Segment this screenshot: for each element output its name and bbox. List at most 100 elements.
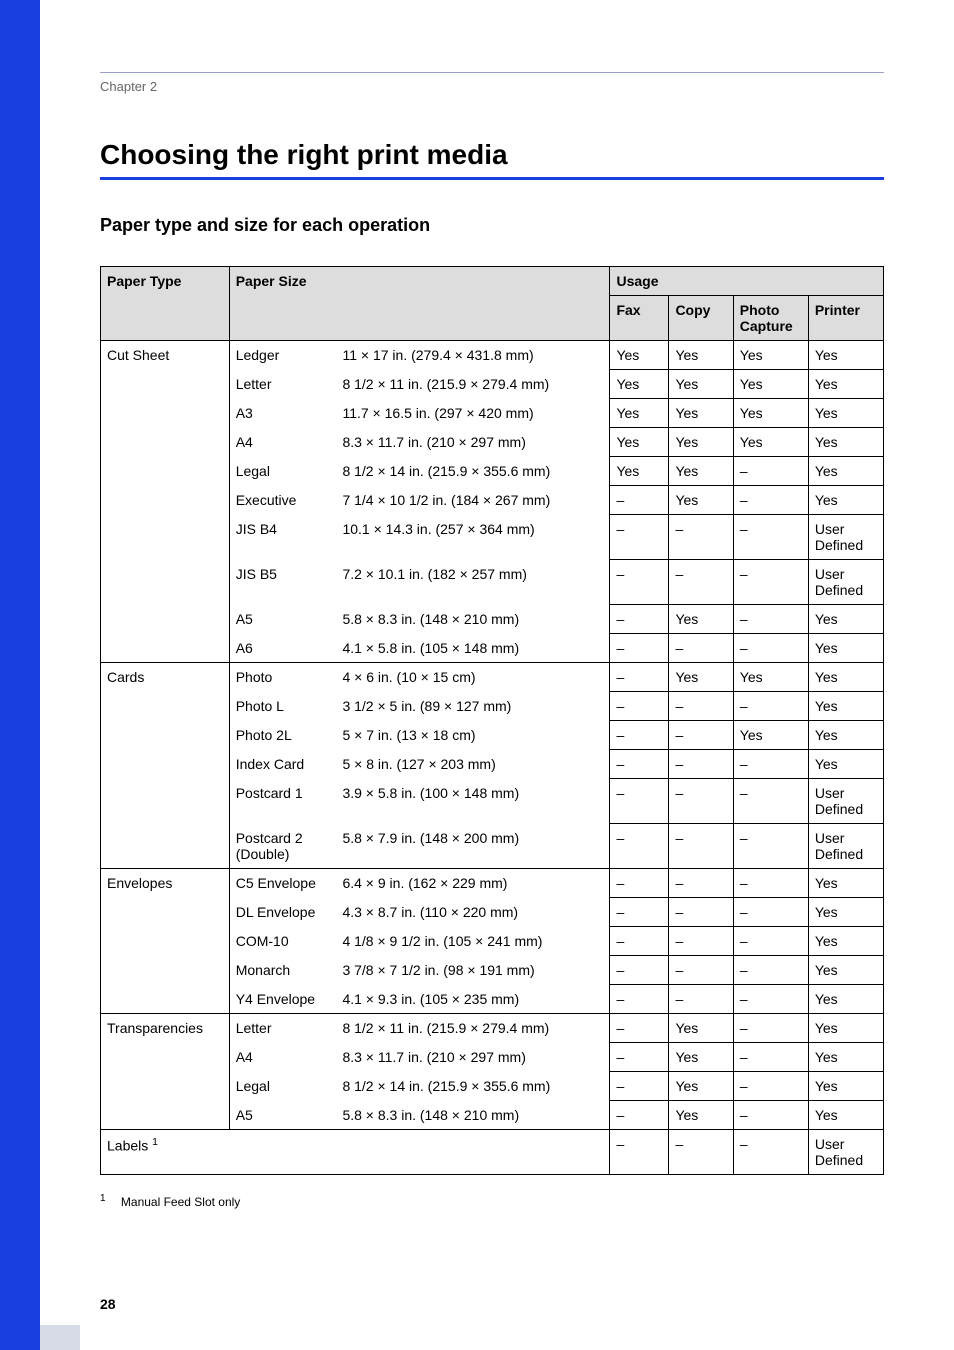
cell-photo: Yes <box>733 721 808 750</box>
cell-size-name: Monarch <box>229 956 336 985</box>
cell-fax: – <box>610 898 669 927</box>
cell-copy: – <box>669 824 733 869</box>
cell-fax: – <box>610 927 669 956</box>
cell-fax: – <box>610 1130 669 1175</box>
cell-photo: – <box>733 515 808 560</box>
cell-fax: – <box>610 1043 669 1072</box>
cell-copy: Yes <box>669 341 733 370</box>
cell-size-name: C5 Envelope <box>229 869 336 898</box>
cell-size-name: Legal <box>229 1072 336 1101</box>
cell-copy: – <box>669 779 733 824</box>
cell-photo: Yes <box>733 399 808 428</box>
cell-paper-type: Envelopes <box>101 869 230 1014</box>
th-fax: Fax <box>610 296 669 341</box>
cell-photo: – <box>733 1101 808 1130</box>
cell-fax: – <box>610 663 669 692</box>
cell-printer: Yes <box>808 927 883 956</box>
cell-photo: – <box>733 927 808 956</box>
cell-photo: – <box>733 869 808 898</box>
cell-copy: Yes <box>669 428 733 457</box>
cell-size-name: Legal <box>229 457 336 486</box>
cell-copy: Yes <box>669 486 733 515</box>
cell-copy: Yes <box>669 457 733 486</box>
cell-size-name: Postcard 1 <box>229 779 336 824</box>
cell-dimensions: 8 1/2 × 11 in. (215.9 × 279.4 mm) <box>336 370 610 399</box>
cell-dimensions: 4.1 × 9.3 in. (105 × 235 mm) <box>336 985 610 1014</box>
cell-dimensions: 5 × 7 in. (13 × 18 cm) <box>336 721 610 750</box>
cell-copy: Yes <box>669 1101 733 1130</box>
section-title: Paper type and size for each operation <box>100 215 884 236</box>
cell-photo: – <box>733 634 808 663</box>
cell-fax: – <box>610 605 669 634</box>
cell-printer: Yes <box>808 634 883 663</box>
media-table: Paper Type Paper Size Usage Fax Copy Pho… <box>100 266 884 1175</box>
cell-size-name: A5 <box>229 1101 336 1130</box>
cell-dimensions: 11 × 17 in. (279.4 × 431.8 mm) <box>336 341 610 370</box>
cell-photo: – <box>733 1130 808 1175</box>
th-printer: Printer <box>808 296 883 341</box>
cell-dimensions: 6.4 × 9 in. (162 × 229 mm) <box>336 869 610 898</box>
cell-printer: Yes <box>808 457 883 486</box>
cell-photo: – <box>733 486 808 515</box>
cell-copy: – <box>669 634 733 663</box>
table-row: Cut SheetLedger11 × 17 in. (279.4 × 431.… <box>101 341 884 370</box>
cell-copy: Yes <box>669 399 733 428</box>
cell-size-name: A5 <box>229 605 336 634</box>
table-head-row-1: Paper Type Paper Size Usage <box>101 267 884 296</box>
th-photo-capture: Photo Capture <box>733 296 808 341</box>
cell-labels: Labels 1 <box>101 1130 610 1175</box>
cell-printer: User Defined <box>808 560 883 605</box>
cell-copy: – <box>669 750 733 779</box>
cell-copy: – <box>669 898 733 927</box>
cell-dimensions: 4.3 × 8.7 in. (110 × 220 mm) <box>336 898 610 927</box>
table-row: CardsPhoto4 × 6 in. (10 × 15 cm)–YesYesY… <box>101 663 884 692</box>
cell-size-name: Ledger <box>229 341 336 370</box>
cell-copy: – <box>669 1130 733 1175</box>
cell-copy: Yes <box>669 663 733 692</box>
th-paper-type: Paper Type <box>101 267 230 341</box>
table-head: Paper Type Paper Size Usage Fax Copy Pho… <box>101 267 884 341</box>
cell-fax: – <box>610 956 669 985</box>
cell-size-name: Photo <box>229 663 336 692</box>
cell-fax: Yes <box>610 399 669 428</box>
cell-printer: Yes <box>808 370 883 399</box>
cell-dimensions: 11.7 × 16.5 in. (297 × 420 mm) <box>336 399 610 428</box>
cell-dimensions: 4.1 × 5.8 in. (105 × 148 mm) <box>336 634 610 663</box>
cell-copy: – <box>669 956 733 985</box>
cell-paper-type: Cards <box>101 663 230 869</box>
cell-photo: – <box>733 898 808 927</box>
cell-fax: – <box>610 985 669 1014</box>
cell-size-name: JIS B5 <box>229 560 336 605</box>
cell-printer: User Defined <box>808 824 883 869</box>
cell-dimensions: 8 1/2 × 14 in. (215.9 × 355.6 mm) <box>336 1072 610 1101</box>
cell-size-name: JIS B4 <box>229 515 336 560</box>
cell-photo: Yes <box>733 341 808 370</box>
cell-photo: – <box>733 1072 808 1101</box>
cell-copy: – <box>669 985 733 1014</box>
cell-fax: – <box>610 779 669 824</box>
cell-fax: – <box>610 515 669 560</box>
cell-photo: – <box>733 824 808 869</box>
th-copy: Copy <box>669 296 733 341</box>
cell-size-name: Letter <box>229 1014 336 1043</box>
cell-fax: – <box>610 869 669 898</box>
cell-fax: Yes <box>610 457 669 486</box>
page-title: Choosing the right print media <box>100 139 884 171</box>
cell-fax: – <box>610 721 669 750</box>
cell-dimensions: 8.3 × 11.7 in. (210 × 297 mm) <box>336 1043 610 1072</box>
cell-dimensions: 4 1/8 × 9 1/2 in. (105 × 241 mm) <box>336 927 610 956</box>
cell-printer: Yes <box>808 1043 883 1072</box>
cell-printer: Yes <box>808 692 883 721</box>
cell-printer: Yes <box>808 341 883 370</box>
cell-size-name: A3 <box>229 399 336 428</box>
cell-size-name: COM-10 <box>229 927 336 956</box>
side-accent-bar <box>0 0 40 1350</box>
cell-copy: – <box>669 560 733 605</box>
cell-fax: – <box>610 824 669 869</box>
cell-fax: – <box>610 1014 669 1043</box>
cell-printer: Yes <box>808 869 883 898</box>
cell-size-name: Photo L <box>229 692 336 721</box>
cell-photo: – <box>733 1043 808 1072</box>
cell-copy: – <box>669 692 733 721</box>
page-content: Chapter 2 Choosing the right print media… <box>100 0 884 1209</box>
